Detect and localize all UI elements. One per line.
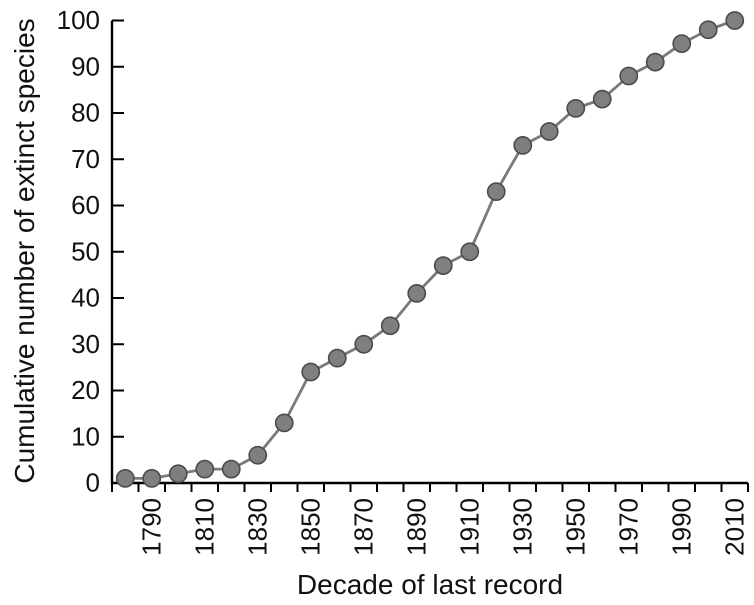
y-tick-label: 50	[71, 236, 100, 266]
x-tick-label: 1830	[242, 498, 272, 556]
y-tick-label: 100	[57, 5, 100, 35]
y-tick-label: 40	[71, 283, 100, 313]
data-point-1970	[619, 66, 639, 86]
series-line	[125, 19, 736, 480]
data-point-1940	[539, 122, 559, 141]
x-tick-label: 1810	[189, 498, 219, 556]
y-tick-label: 70	[71, 144, 100, 174]
y-tick-label: 20	[71, 375, 100, 405]
data-point-1950	[566, 98, 586, 118]
data-point-1810	[195, 459, 215, 479]
data-point-1990	[672, 34, 692, 54]
data-point-1790	[142, 468, 162, 488]
y-tick-label: 30	[71, 329, 100, 359]
data-point-1960	[592, 89, 612, 109]
axis-spines	[110, 20, 748, 485]
data-point-1800	[168, 464, 188, 484]
data-point-1840	[274, 413, 294, 433]
data-point-1890	[407, 283, 427, 303]
x-tick-label: 1850	[295, 498, 325, 556]
data-point-1870	[354, 334, 374, 354]
y-tick-label: 60	[71, 190, 100, 220]
y-tick-label: 90	[71, 51, 100, 81]
x-tick-label: 1990	[666, 498, 696, 556]
y-axis-title: Cumulative number of extinct species	[9, 18, 40, 483]
data-point-1920	[486, 182, 506, 202]
x-tick-label: 1870	[348, 498, 378, 556]
data-point-1820	[221, 459, 241, 479]
axes-group: 0 10 20 30 40 50 60 70 80 90 100 1790 1810 1830 1850 18…	[57, 5, 750, 556]
y-tick-label: 10	[71, 421, 100, 451]
x-tick-label: 1910	[454, 498, 484, 556]
x-tick-label: 1790	[136, 498, 166, 556]
data-point-2000	[698, 20, 718, 40]
x-tick-label: 2010	[719, 498, 749, 556]
data-point-1910	[460, 242, 480, 262]
x-tick-label: 1950	[560, 498, 590, 556]
data-point-1830	[248, 445, 268, 465]
data-point-1880	[380, 316, 400, 336]
data-point-2010	[725, 11, 745, 30]
data-point-1980	[645, 52, 665, 72]
series-group	[115, 11, 745, 488]
x-tick-label: 1930	[507, 498, 537, 556]
data-point-1860	[327, 348, 347, 368]
data-point-1780	[115, 468, 135, 488]
x-axis-title: Decade of last record	[297, 569, 563, 600]
y-tick-label: 0	[86, 468, 100, 498]
data-point-1930	[513, 135, 533, 155]
data-point-1850	[301, 362, 321, 382]
x-tick-label: 1890	[401, 498, 431, 556]
data-point-1900	[433, 256, 453, 276]
x-tick-label: 1970	[613, 498, 643, 556]
y-tick-label: 80	[71, 98, 100, 128]
